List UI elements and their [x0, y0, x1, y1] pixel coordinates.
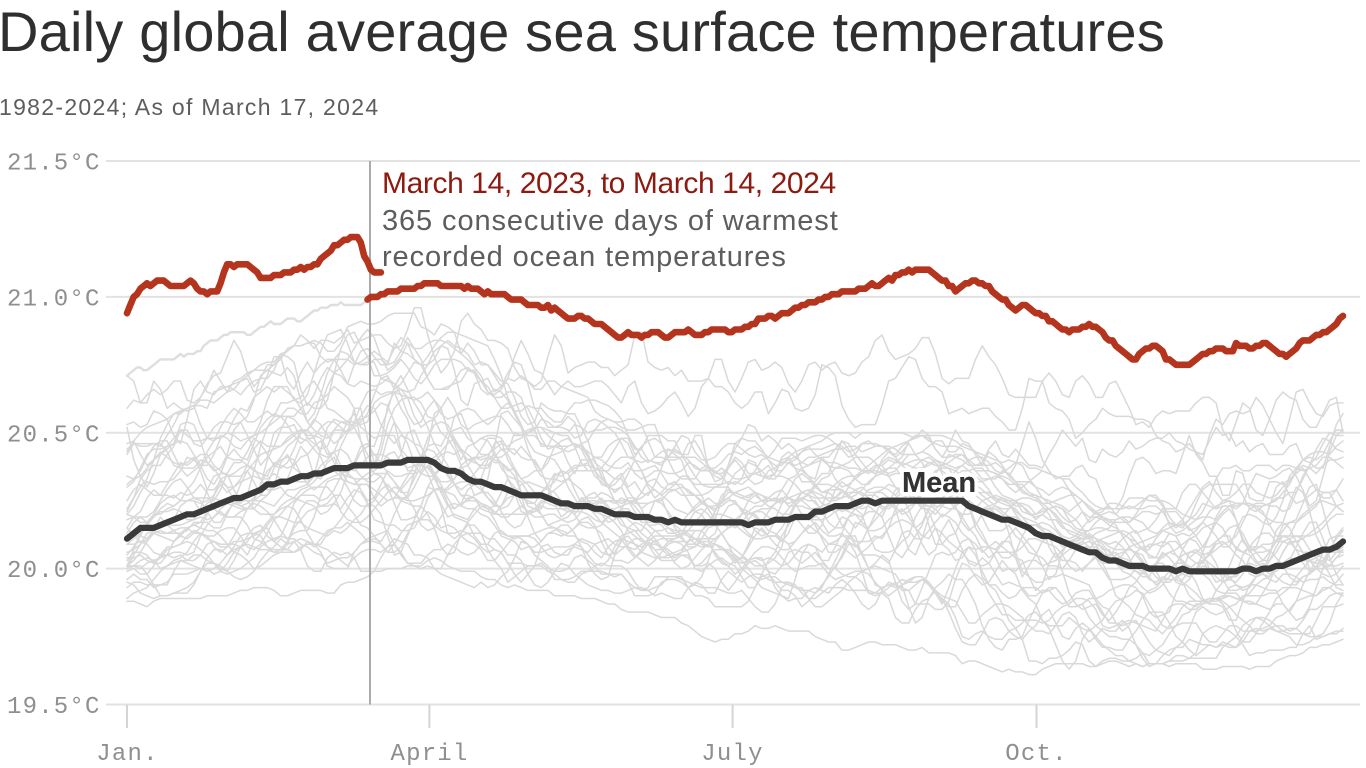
svg-text:21.5°C: 21.5°C	[7, 151, 101, 178]
svg-text:21.0°C: 21.0°C	[7, 286, 101, 313]
svg-text:20.5°C: 20.5°C	[7, 422, 101, 449]
svg-text:Oct.: Oct.	[1005, 741, 1067, 768]
svg-text:Mean: Mean	[902, 467, 976, 499]
svg-text:20.0°C: 20.0°C	[7, 558, 101, 585]
svg-text:Mean: Mean	[902, 467, 976, 499]
svg-text:19.5°C: 19.5°C	[7, 694, 101, 721]
svg-text:July: July	[701, 741, 763, 768]
svg-text:April: April	[390, 741, 468, 768]
svg-text:Jan.: Jan.	[96, 741, 158, 768]
